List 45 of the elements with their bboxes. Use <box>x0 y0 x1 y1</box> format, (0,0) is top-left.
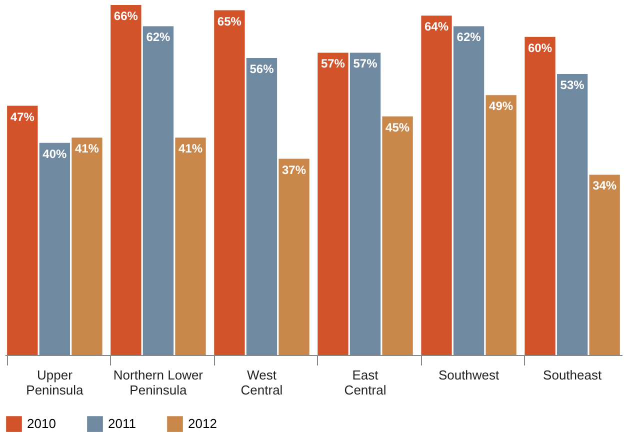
bar <box>486 95 516 355</box>
bar <box>589 174 620 355</box>
data-label: 65% <box>217 14 242 28</box>
x-tick-label: West Central <box>240 368 283 398</box>
bar <box>142 26 174 355</box>
bar <box>39 142 70 355</box>
data-label: 41% <box>74 142 100 156</box>
data-label: 57% <box>320 56 346 71</box>
x-tick-label: East Central <box>344 368 386 398</box>
bar <box>175 138 206 355</box>
bar <box>453 26 484 355</box>
data-label: 41% <box>178 142 203 156</box>
bar <box>524 36 556 355</box>
bar <box>421 16 452 355</box>
data-label: 45% <box>386 120 410 134</box>
bar <box>72 138 102 355</box>
legend-label: 2011 <box>108 416 136 432</box>
data-label: 60% <box>528 40 552 55</box>
x-tick-label: Upper Peninsula <box>26 368 84 398</box>
legend-label: 2012 <box>188 416 217 432</box>
bar <box>214 10 245 355</box>
bar <box>382 116 413 355</box>
data-label: 47% <box>10 110 35 124</box>
data-label: 62% <box>456 30 482 44</box>
data-label: 49% <box>489 99 514 114</box>
x-tick-label: Southwest <box>438 368 500 382</box>
x-tick-label: Northern Lower Peninsula <box>113 368 204 398</box>
bar <box>278 158 310 355</box>
bar <box>7 106 38 355</box>
data-label: 56% <box>250 62 274 76</box>
data-label: 34% <box>592 178 617 193</box>
data-label: 40% <box>42 146 68 161</box>
data-label: 53% <box>560 78 585 92</box>
bar <box>556 74 588 355</box>
bar <box>110 5 142 355</box>
x-tick-label: Southeast <box>543 368 602 382</box>
data-label: 66% <box>114 9 138 23</box>
data-label: 57% <box>353 56 378 71</box>
bar <box>246 58 278 355</box>
data-label: 37% <box>282 162 306 177</box>
bar <box>350 52 381 355</box>
bar <box>318 52 348 355</box>
legend-label: 2010 <box>27 416 56 432</box>
data-label: 64% <box>424 20 449 34</box>
data-label: 62% <box>146 30 171 44</box>
